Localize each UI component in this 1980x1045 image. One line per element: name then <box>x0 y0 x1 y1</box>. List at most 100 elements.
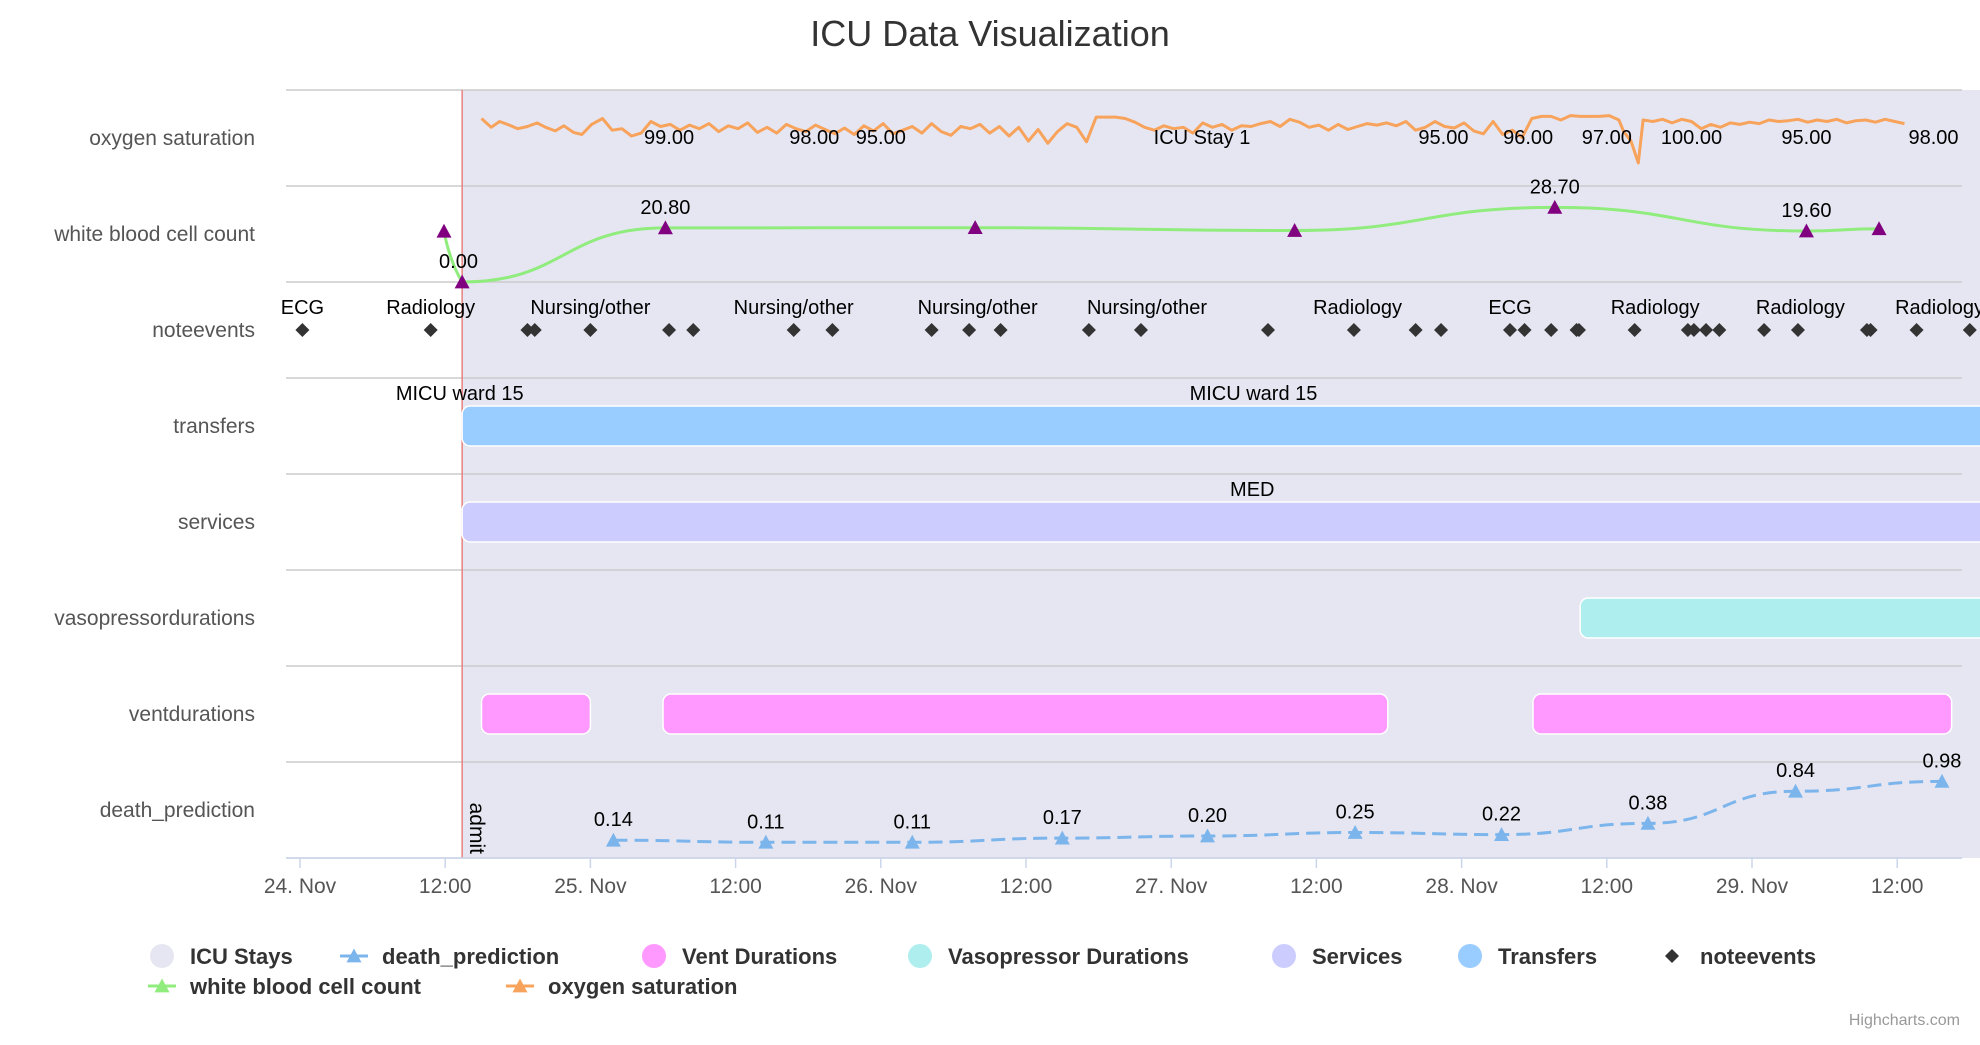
row-label: services <box>178 511 255 534</box>
noteevent-marker <box>1434 323 1449 337</box>
vasopressor-bar <box>1579 597 1980 639</box>
x-tick-label: 12:00 <box>709 875 762 898</box>
wbc-marker <box>657 220 673 235</box>
death-prediction-label: 0.20 <box>1188 805 1227 827</box>
death-prediction-label: 0.25 <box>1336 802 1375 824</box>
noteevent-marker <box>1757 323 1772 337</box>
x-tick-label: 12:00 <box>419 875 472 898</box>
legend-symbol <box>1665 949 1679 963</box>
row-label: oxygen saturation <box>89 127 255 150</box>
noteevent-label: Radiology <box>386 297 475 319</box>
transfers-label: MICU ward 15 <box>1190 383 1318 405</box>
wbc-marker <box>436 223 452 238</box>
oxygen-saturation-label: 97.00 <box>1582 127 1632 149</box>
credits[interactable]: Highcharts.com <box>1848 1012 1960 1029</box>
noteevent-label: ECG <box>281 297 324 319</box>
plotline-label-admit: admit <box>465 803 488 855</box>
death-prediction-label: 0.84 <box>1776 760 1815 782</box>
legend-symbol <box>150 944 174 968</box>
death-prediction-label: 0.11 <box>747 811 784 833</box>
transfers-label: MICU ward 15 <box>396 383 524 405</box>
noteevent-marker <box>1346 323 1361 337</box>
oxygen-saturation-label: 98.00 <box>1908 127 1958 149</box>
series-markers <box>295 199 1977 849</box>
row-label: ventdurations <box>129 703 255 726</box>
noteevent-marker <box>1261 323 1275 337</box>
legend-item-label: oxygen saturation <box>548 974 737 999</box>
legend-item-label: Vent Durations <box>682 944 837 969</box>
noteevent-marker <box>1571 323 1586 337</box>
oxygen-saturation-label: 95.00 <box>1781 127 1831 149</box>
wbc-label: 19.60 <box>1781 200 1831 222</box>
death-prediction-marker <box>1200 828 1215 843</box>
x-tick-label: 27. Nov <box>1135 875 1208 898</box>
noteevent-label: Nursing/other <box>734 297 854 319</box>
oxygen-saturation-line <box>480 114 1905 165</box>
noteevent-label: Radiology <box>1611 297 1700 319</box>
noteevent-marker <box>825 323 840 337</box>
wbc-marker <box>1547 199 1563 214</box>
wbc-marker <box>1871 221 1887 236</box>
death-prediction-label: 0.98 <box>1923 750 1962 772</box>
noteevent-marker <box>295 323 310 337</box>
legend-item-label: Vasopressor Durations <box>948 944 1189 969</box>
services-label: MED <box>1230 479 1274 501</box>
death-prediction-marker <box>758 834 774 849</box>
noteevent-marker <box>662 323 677 337</box>
noteevent-marker <box>583 323 598 337</box>
death-prediction-line <box>613 779 1943 844</box>
wbc-marker <box>1287 223 1303 237</box>
legend-symbol <box>642 944 666 968</box>
x-tick-label: 29. Nov <box>1716 875 1789 898</box>
wbc-marker <box>454 274 470 289</box>
row-label: transfers <box>173 415 255 438</box>
oxygen-saturation-label: 95.00 <box>1418 127 1468 149</box>
noteevent-marker <box>1544 323 1559 337</box>
legend-item-label: white blood cell count <box>189 974 422 999</box>
noteevent-marker <box>520 323 535 337</box>
legend-symbol <box>908 944 932 968</box>
noteevent-label: Nursing/other <box>918 297 1038 319</box>
death-prediction-marker <box>1347 825 1363 839</box>
icu-stay-label: ICU Stay 1 <box>1154 127 1251 149</box>
chart-title: ICU Data Visualization <box>810 13 1170 54</box>
x-axis: 24. Nov 12:00 25. Nov 12:00 26. Nov 12:00 27. … <box>264 857 1962 898</box>
noteevent-marker <box>1863 323 1878 337</box>
legend-item-label: Services <box>1312 944 1403 969</box>
death-prediction-marker <box>904 834 920 849</box>
legend: ICU Stays death_prediction Vent Durations V… <box>148 944 1816 999</box>
x-tick-label: 24. Nov <box>264 875 337 898</box>
noteevent-marker <box>924 323 939 337</box>
legend-item-label: noteevents <box>1700 944 1816 969</box>
noteevent-label: Radiology <box>1756 297 1845 319</box>
x-tick-label: 12:00 <box>1000 875 1053 898</box>
x-tick-label: 28. Nov <box>1425 875 1498 898</box>
row-label: vasopressordurations <box>54 607 255 630</box>
data-labels: ICU Stay 1 MICU ward 15 MICU ward 15 MED 99.… <box>281 127 1980 833</box>
wbc-label: 0.00 <box>439 251 478 273</box>
death-prediction-label: 0.17 <box>1043 807 1082 829</box>
noteevent-marker <box>993 323 1008 337</box>
row-label: death_prediction <box>100 799 255 822</box>
noteevent-marker <box>1686 323 1701 337</box>
legend-item-label: death_prediction <box>382 944 559 969</box>
vent-bar <box>1532 693 1953 735</box>
vent-bar <box>480 693 592 735</box>
wbc-marker <box>967 220 983 235</box>
noteevent-marker <box>1503 323 1517 337</box>
noteevent-marker <box>1627 323 1642 337</box>
legend-symbol <box>1272 944 1296 968</box>
noteevent-marker <box>786 323 801 337</box>
noteevent-marker <box>1909 323 1924 337</box>
noteevent-marker <box>527 323 542 337</box>
oxygen-saturation-label: 95.00 <box>856 127 906 149</box>
transfers-bar <box>461 405 1980 447</box>
noteevent-label: Radiology <box>1895 297 1980 319</box>
death-prediction-marker <box>605 832 621 847</box>
noteevent-marker <box>1962 323 1977 337</box>
noteevent-marker <box>423 323 438 337</box>
noteevent-label: ECG <box>1488 297 1531 319</box>
noteevent-label: Radiology <box>1313 297 1402 319</box>
